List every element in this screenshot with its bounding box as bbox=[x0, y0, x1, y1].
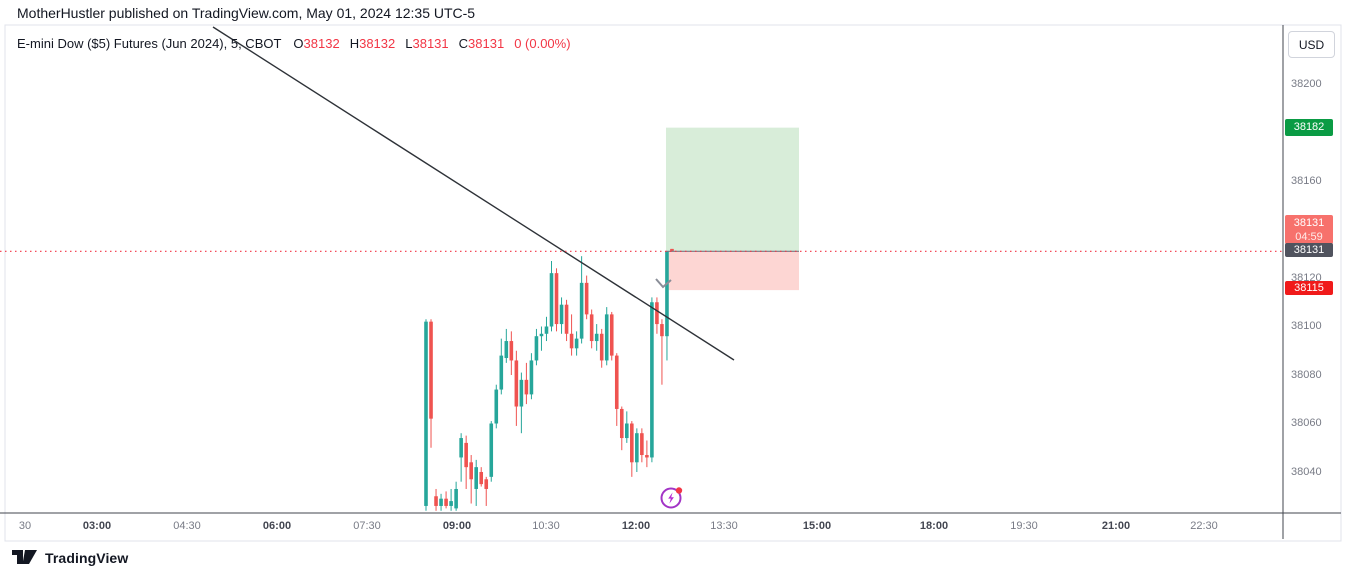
stop-price-badge: 38115 bbox=[1285, 281, 1333, 295]
candlestick bbox=[564, 304, 569, 334]
candlestick bbox=[559, 304, 564, 325]
candlestick bbox=[489, 423, 494, 477]
candlestick bbox=[459, 438, 463, 458]
candlestick bbox=[630, 423, 634, 463]
price-tick-label: 38080 bbox=[1291, 369, 1322, 381]
last-price-countdown-badge: 38131 04:59 bbox=[1285, 215, 1333, 244]
symbol-title: E-mini Dow ($5) Futures (Jun 2024), 5, C… bbox=[17, 36, 282, 51]
footer: TradingView bbox=[12, 549, 128, 566]
candlestick bbox=[574, 338, 579, 349]
candlestick bbox=[524, 379, 529, 395]
last-price-value: 38131 bbox=[1293, 217, 1325, 229]
candlestick bbox=[604, 314, 609, 361]
time-tick-label: 10:30 bbox=[532, 520, 560, 532]
candlestick bbox=[670, 248, 674, 252]
candlestick bbox=[594, 333, 599, 342]
candlestick bbox=[619, 408, 624, 439]
notification-dot bbox=[675, 487, 683, 494]
bar-countdown: 04:59 bbox=[1295, 231, 1323, 243]
time-tick-label: 07:30 bbox=[353, 520, 381, 532]
candlestick bbox=[614, 355, 619, 409]
long-position-stop-zone[interactable] bbox=[666, 251, 799, 291]
time-tick-label: 21:00 bbox=[1101, 520, 1131, 532]
time-tick-label: 15:00 bbox=[802, 520, 832, 532]
chart-widget-border bbox=[4, 24, 1342, 542]
time-tick-label: 03:00 bbox=[82, 520, 112, 532]
change-readout: 0 (0.00%) bbox=[514, 36, 571, 51]
candlestick bbox=[469, 462, 473, 480]
candlestick bbox=[625, 423, 629, 439]
candlestick bbox=[665, 251, 669, 337]
candlestick bbox=[514, 360, 519, 407]
time-tick-label: 19:30 bbox=[1010, 520, 1038, 532]
candlestick bbox=[499, 355, 504, 390]
candlestick bbox=[645, 455, 649, 458]
boost-lightning-icon[interactable] bbox=[659, 486, 683, 510]
candlestick bbox=[650, 302, 654, 458]
candlestick bbox=[434, 496, 438, 506]
ohlc-high: H38132 bbox=[349, 36, 396, 51]
candlestick bbox=[589, 314, 594, 342]
trendline[interactable] bbox=[212, 26, 735, 361]
candlestick bbox=[519, 379, 524, 407]
candlestick bbox=[635, 433, 639, 463]
candlestick bbox=[454, 488, 458, 509]
candlestick bbox=[534, 336, 539, 361]
candlestick bbox=[569, 333, 574, 349]
candlestick bbox=[424, 321, 428, 506]
candlestick bbox=[609, 314, 614, 356]
time-tick-label: 12:00 bbox=[621, 520, 651, 532]
candlestick bbox=[579, 282, 584, 339]
target-price-badge: 38182 bbox=[1285, 119, 1333, 136]
time-tick-label: 13:30 bbox=[710, 520, 738, 532]
candlestick bbox=[554, 273, 559, 325]
candlestick bbox=[464, 442, 468, 468]
publication-header: MotherHustler published on TradingView.c… bbox=[17, 5, 476, 21]
price-tick-label: 38100 bbox=[1291, 320, 1322, 332]
ohlc-low: L38131 bbox=[405, 36, 449, 51]
time-tick-label: 22:30 bbox=[1190, 520, 1218, 532]
candlestick bbox=[640, 433, 644, 456]
ohlc-open: O38132 bbox=[293, 36, 340, 51]
time-tick-label: 06:00 bbox=[262, 520, 292, 532]
candlestick bbox=[509, 341, 514, 361]
candlestick bbox=[479, 472, 484, 485]
candlestick bbox=[539, 333, 544, 337]
candlestick bbox=[429, 321, 433, 419]
candlestick bbox=[484, 479, 489, 489]
entry-price-badge: 38131 bbox=[1285, 243, 1333, 257]
candlestick bbox=[655, 302, 659, 325]
currency-button[interactable]: USD bbox=[1288, 31, 1335, 58]
candlestick bbox=[660, 324, 664, 337]
candlestick bbox=[529, 360, 534, 395]
candlestick bbox=[549, 273, 554, 327]
candlestick bbox=[584, 282, 589, 315]
candlestick bbox=[444, 498, 448, 506]
time-tick-label: 18:00 bbox=[919, 520, 949, 532]
price-tick-label: 38160 bbox=[1291, 175, 1322, 187]
long-position-profit-zone[interactable] bbox=[666, 127, 799, 252]
chevron-down-icon[interactable] bbox=[655, 278, 672, 289]
candlestick bbox=[474, 467, 478, 489]
time-tick-label: 09:00 bbox=[442, 520, 472, 532]
candlestick bbox=[494, 389, 499, 424]
price-tick-label: 38060 bbox=[1291, 417, 1322, 429]
time-tick-label: 04:30 bbox=[173, 520, 201, 532]
price-tick-label: 38040 bbox=[1291, 466, 1322, 478]
ohlc-close: C38131 bbox=[458, 36, 505, 51]
candlestick bbox=[599, 333, 604, 361]
candlestick bbox=[449, 501, 453, 506]
candlestick bbox=[439, 498, 443, 506]
tradingview-logo-icon[interactable] bbox=[12, 549, 38, 566]
candlestick bbox=[504, 341, 509, 359]
price-tick-label: 38200 bbox=[1291, 78, 1322, 90]
lightning-bolt-glyph bbox=[668, 492, 674, 504]
tradingview-brand-text[interactable]: TradingView bbox=[45, 549, 129, 566]
candlestick bbox=[544, 326, 549, 334]
symbol-legend[interactable]: E-mini Dow ($5) Futures (Jun 2024), 5, C… bbox=[17, 36, 571, 51]
time-tick-label: 30 bbox=[18, 520, 32, 532]
